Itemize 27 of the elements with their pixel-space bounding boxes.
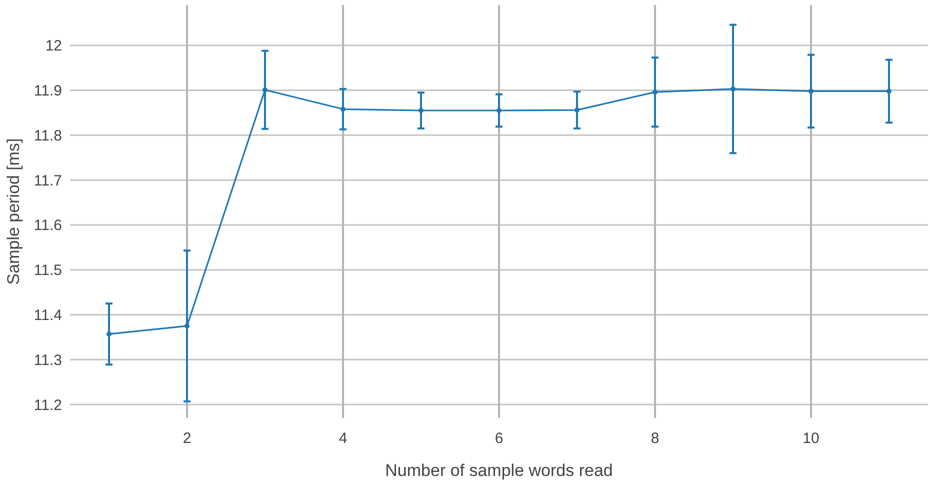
y-tick-label: 11.6 [34,217,62,234]
x-axis-title: Number of sample words read [385,461,613,480]
y-tick-label: 11.4 [34,307,62,324]
x-tick-label: 10 [802,430,820,447]
point [652,90,658,95]
point [184,323,190,328]
y-tick-label: 11.5 [34,262,62,280]
point [340,106,346,112]
point [106,332,112,337]
y-tick-label: 11.7 [34,172,62,190]
point [808,88,814,94]
point [418,108,424,113]
y-tick-label: 11.2 [34,396,62,414]
y-tick-label: 12 [45,38,62,55]
point [730,86,736,92]
point [496,108,502,113]
y-axis-title: Sample period [ms] [4,138,23,285]
point [262,87,268,92]
y-tick-label: 11.8 [34,127,62,144]
y-tick-label: 11.9 [34,82,62,100]
point [886,88,892,94]
y-tick-label: 11.3 [34,352,62,369]
x-tick-label: 6 [494,430,504,447]
point [574,108,580,113]
x-tick-label: 2 [182,430,192,447]
x-tick-label: 8 [650,430,660,447]
x-tick-label: 4 [338,430,348,447]
